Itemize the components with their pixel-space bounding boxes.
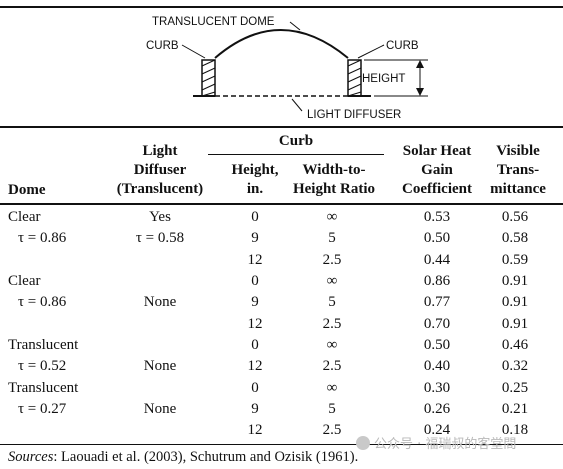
- vt-cell: 0.59: [501, 252, 529, 268]
- ratio-cell: 2.5: [322, 252, 342, 268]
- dome-cell: τ = 0.52: [18, 358, 67, 374]
- header-shgc-3: Coefficient: [402, 181, 472, 197]
- shgc-cell: 0.26: [423, 401, 451, 417]
- ratio-cell: ∞: [326, 380, 338, 396]
- header-dome: Dome: [8, 182, 46, 198]
- ratio-cell: ∞: [326, 337, 338, 353]
- height-cell: 9: [251, 230, 259, 246]
- diffuser-cell: None: [143, 401, 177, 417]
- dome-arc: [214, 29, 349, 59]
- height-cell: 9: [251, 294, 259, 310]
- header-ratio-1: Width-to-: [302, 162, 366, 178]
- height-cell: 12: [247, 252, 263, 268]
- header-vt-1: Visible: [496, 143, 540, 159]
- sources-text: : Laouadi et al. (2003), Schutrum and Oz…: [53, 449, 359, 465]
- height-label: HEIGHT: [362, 73, 405, 85]
- diffuser-cell: None: [143, 294, 177, 310]
- height-cell: 9: [251, 401, 259, 417]
- dome-cell: Clear: [8, 273, 41, 289]
- watermark-text: 公众号 · 福瑞叔的客堂間: [374, 437, 517, 452]
- vt-cell: 0.91: [501, 294, 529, 310]
- header-height-2: in.: [246, 181, 264, 197]
- ratio-cell: 2.5: [322, 358, 342, 374]
- dome-cell: Clear: [8, 209, 41, 225]
- diagram-bottom-rule: [0, 126, 563, 128]
- vt-cell: 0.91: [501, 316, 529, 332]
- wechat-icon: [356, 436, 370, 450]
- shgc-cell: 0.24: [423, 422, 451, 438]
- watermark: 公众号 · 福瑞叔的客堂間: [356, 433, 516, 452]
- dome-cell: τ = 0.86: [18, 294, 67, 310]
- header-vt-3: mittance: [490, 181, 546, 197]
- shgc-cell: 0.44: [423, 252, 451, 268]
- diffuser-cell: None: [143, 358, 177, 374]
- vt-cell: 0.21: [501, 401, 529, 417]
- ratio-cell: ∞: [326, 209, 338, 225]
- vt-cell: 0.18: [501, 422, 529, 438]
- header-bottom-rule: [0, 203, 563, 205]
- ratio-cell: 2.5: [322, 316, 342, 332]
- header-diffuser-2: Diffuser: [133, 162, 187, 178]
- header-ratio-2: Height Ratio: [292, 181, 376, 197]
- shgc-cell: 0.53: [423, 209, 451, 225]
- diffuser-label: LIGHT DIFFUSER: [307, 109, 401, 121]
- dome-cell: Translucent: [8, 337, 79, 353]
- ratio-cell: ∞: [326, 273, 338, 289]
- curb-right-label: CURB: [386, 40, 419, 52]
- height-cell: 12: [247, 358, 263, 374]
- table-bottom-rule: [0, 444, 563, 446]
- skylight-diagram: TRANSLUCENT DOME CURB CURB HEIGHT LIGHT …: [146, 16, 428, 121]
- height-cell: 12: [247, 316, 263, 332]
- header-height-1: Height,: [231, 162, 279, 178]
- dome-cell: Translucent: [8, 380, 79, 396]
- vt-cell: 0.25: [501, 380, 529, 396]
- diffuser-cell: τ = 0.58: [135, 230, 185, 246]
- vt-cell: 0.56: [501, 209, 529, 225]
- curb-left-label: CURB: [146, 40, 179, 52]
- vt-cell: 0.58: [501, 230, 529, 246]
- height-cell: 0: [251, 337, 259, 353]
- ratio-cell: 2.5: [322, 422, 342, 438]
- vt-cell: 0.32: [501, 358, 529, 374]
- shgc-cell: 0.50: [423, 230, 451, 246]
- height-cell: 12: [247, 422, 263, 438]
- sources-note: Sources: Laouadi et al. (2003), Schutrum…: [8, 449, 358, 466]
- dome-cell: τ = 0.27: [18, 401, 67, 417]
- ratio-cell: 5: [328, 230, 336, 246]
- top-rule: [0, 6, 563, 8]
- shgc-cell: 0.50: [423, 337, 451, 353]
- shgc-cell: 0.70: [423, 316, 451, 332]
- shgc-cell: 0.86: [423, 273, 451, 289]
- header-diffuser-1: Light: [142, 143, 178, 159]
- height-cell: 0: [251, 209, 259, 225]
- header-curb-group: Curb: [278, 133, 314, 149]
- ratio-cell: 5: [328, 294, 336, 310]
- shgc-cell: 0.77: [423, 294, 451, 310]
- height-cell: 0: [251, 380, 259, 396]
- sources-label: Sources: [8, 449, 54, 465]
- header-diffuser-3: (Translucent): [116, 181, 204, 197]
- diffuser-cell: Yes: [149, 209, 171, 225]
- header-vt-2: Trans-: [496, 162, 540, 178]
- height-cell: 0: [251, 273, 259, 289]
- ratio-cell: 5: [328, 401, 336, 417]
- curb-group-rule: [208, 154, 384, 155]
- left-curb: [193, 59, 216, 97]
- shgc-cell: 0.40: [423, 358, 451, 374]
- dome-label: TRANSLUCENT DOME: [152, 16, 275, 28]
- header-shgc-2: Gain: [421, 162, 453, 178]
- header-shgc-1: Solar Heat: [402, 143, 472, 159]
- vt-cell: 0.46: [501, 337, 529, 353]
- shgc-cell: 0.30: [423, 380, 451, 396]
- dome-cell: τ = 0.86: [18, 230, 67, 246]
- right-curb: [347, 59, 371, 97]
- vt-cell: 0.91: [501, 273, 529, 289]
